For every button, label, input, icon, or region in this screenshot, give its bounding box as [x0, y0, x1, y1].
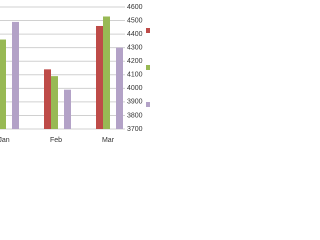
- x-tick-label: Feb: [50, 137, 62, 144]
- bar: [103, 16, 110, 129]
- y-tick-label: 3900: [127, 99, 143, 106]
- bar: [64, 89, 71, 129]
- chart: 3700 3800 3900 4000 4100 4200 4300 4400 4500 4600…: [0, 0, 150, 150]
- bar: [0, 39, 6, 129]
- x-tick-label: Jan: [0, 137, 10, 144]
- y-tick-label: 4200: [127, 58, 143, 65]
- bar: [96, 25, 103, 130]
- y-tick-label: 4000: [127, 85, 143, 92]
- y-tick-label: 4300: [127, 45, 143, 52]
- legend-swatch: [146, 102, 150, 107]
- y-tick-label: 4400: [127, 31, 143, 38]
- y-tick-label: 4500: [127, 17, 143, 24]
- legend-swatch: [146, 28, 150, 33]
- y-tick-label: 4600: [127, 4, 143, 11]
- bar: [44, 69, 51, 129]
- y-tick-label: 3800: [127, 112, 143, 119]
- bar: [12, 21, 19, 130]
- bar: [116, 47, 123, 129]
- x-tick-label: Mar: [102, 137, 115, 144]
- y-tick-label: 4100: [127, 72, 143, 79]
- legend-swatch: [146, 65, 150, 70]
- y-tick-label: 3700: [127, 126, 143, 133]
- bar: [51, 76, 58, 129]
